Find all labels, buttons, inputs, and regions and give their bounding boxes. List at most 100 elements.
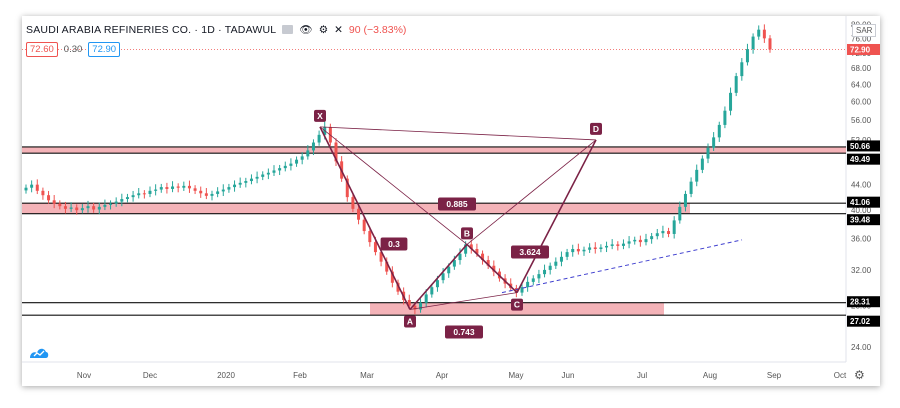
candle-body [24,187,28,191]
candle-body [69,207,73,209]
price-tick-label: 40.00 [851,206,872,215]
candles [24,24,772,315]
tradingview-logo-icon [30,348,49,358]
candle-body [571,248,575,253]
zone-price-tag [847,196,880,208]
candle-body [610,244,614,246]
candle-body [548,265,552,270]
zone-price-label: 41.06 [850,198,871,207]
candle-body [390,271,394,283]
currency-label[interactable]: SAR [852,24,877,37]
candle-body [221,189,225,192]
pattern-leg [319,126,411,310]
price-tick-label: 44.00 [851,181,872,190]
candle-body [441,273,445,281]
candle-body [768,38,772,50]
sell-value[interactable]: 72.60 [26,42,58,57]
spread-value: 0.30 [63,44,83,55]
zone-price-label: 50.66 [850,142,871,151]
eye-icon[interactable]: 👁 [299,24,313,36]
candle-body [430,287,434,295]
candle-body [700,158,704,170]
pattern-point-label: C [514,300,520,310]
candle-body [35,184,39,191]
zone-price-label: 27.02 [850,317,871,326]
pattern-ratio-line [409,292,518,310]
candle-body [486,260,490,266]
zone-price-tag [847,296,880,308]
chart-header: SAUDI ARABIA REFINERIES CO. · 1D · TADAW… [26,23,407,37]
gear-icon[interactable]: ⚙ [318,23,329,36]
last-price-tag [847,43,880,55]
pattern-ratio-line [466,139,597,245]
candle-body [464,244,468,254]
pattern-leg [516,139,597,293]
candle-body [492,265,496,272]
candle-body [97,206,101,210]
candle-body [706,147,710,159]
pattern-ratio-badge [438,197,476,211]
close-icon[interactable]: ✕ [334,23,343,36]
candle-body [137,193,141,196]
indicator-icon[interactable] [282,25,294,34]
candle-body [131,195,135,198]
candle-body [120,199,124,202]
candle-body [368,231,372,243]
candle-body [762,29,766,39]
candle-body [317,134,321,143]
candle-body [650,236,654,240]
pattern-ratio-badge [380,237,408,251]
price-chart[interactable]: 80.0076.0072.0068.0064.0060.0056.0052.00… [22,16,880,386]
pattern-ratio-label: 0.3 [388,239,400,249]
candle-body [103,204,107,207]
candle-body [272,170,276,173]
pattern-ratio-label: 3.624 [519,247,541,257]
candle-body [300,156,304,160]
settings-gear-icon[interactable]: ⚙ [854,368,865,382]
candle-body [204,193,208,196]
pattern-point-marker [404,315,416,328]
zone-price-tag [847,315,880,327]
candle-body [757,29,761,37]
candle-body [407,299,411,306]
candle-body [689,181,693,194]
zone-price-label: 49.49 [850,155,871,164]
candle-body [52,200,56,204]
candle-body [86,206,90,209]
candle-body [80,208,84,211]
candle-body [238,182,242,185]
price-tick-label: 76.00 [851,34,872,43]
pattern-point-label: D [593,124,599,134]
candle-body [751,36,755,50]
candle-body [514,288,518,293]
price-tick-label: 56.00 [851,116,872,125]
candle-body [362,219,366,232]
candle-body [678,206,682,221]
candle-body [109,203,113,205]
candle-body [413,305,417,310]
candle-body [723,110,727,125]
candle-body [469,244,473,249]
time-tick-label: Sep [767,371,782,380]
candle-body [283,165,287,169]
price-change: 90 (−3.83%) [348,23,407,36]
pattern-point-marker [511,298,523,311]
buy-value[interactable]: 72.90 [88,42,121,57]
time-tick-label: Apr [436,371,449,380]
candle-body [537,274,541,279]
candle-body [255,176,259,179]
time-tick-label: Jul [637,371,647,380]
zone-price-label: 39.48 [850,216,871,225]
candle-body [740,62,744,77]
trend-line [501,239,743,294]
order-values: 72.60 0.30 72.90 [26,42,121,57]
candle-body [125,197,129,200]
candle-body [345,178,349,198]
candle-body [187,185,191,189]
symbol-title[interactable]: SAUDI ARABIA REFINERIES CO. · 1D · TADAW… [26,23,277,36]
zone-price-label: 28.31 [850,298,871,307]
candle-body [616,244,620,246]
support-resistance-zone [22,203,690,214]
price-tick-label: 68.00 [851,64,872,73]
candle-body [565,252,569,257]
